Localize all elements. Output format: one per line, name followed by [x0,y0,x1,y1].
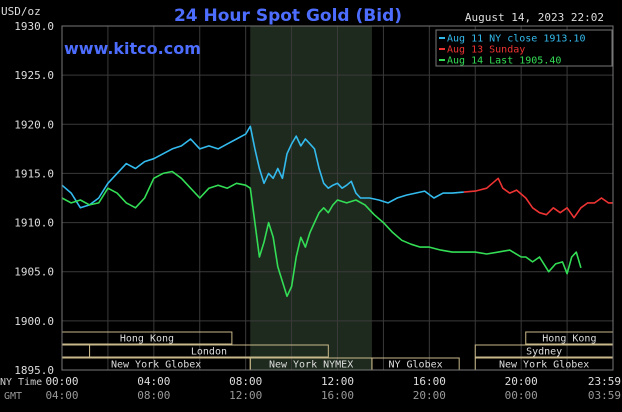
x-tick-label-ny: 12:00 [321,375,354,388]
highlight-window [250,26,372,370]
legend-box [435,29,613,67]
x-tick-label-ny: 16:00 [413,375,446,388]
x-tick-label-ny: 08:00 [229,375,262,388]
x-tick-label-gmt: 16:00 [321,389,354,402]
x-tick-label-gmt: 08:00 [137,389,170,402]
series-line [61,170,582,298]
y-tick-label: 1920.0 [14,118,54,131]
datetime-label: August 14, 2023 22:02 [465,11,604,24]
y-tick-label: 1925.0 [14,69,54,82]
legend-label: Aug 11 NY close 1913.10 [447,34,585,45]
session-label: NY Globex [388,360,442,371]
y-tick-label: 1895.0 [14,364,54,377]
watermark: www.kitco.com [64,39,201,58]
y-tick-label: 1930.0 [14,20,54,33]
x-row-label-ny: NY Time [0,377,42,388]
x-tick-label-gmt: 04:00 [45,389,78,402]
y-tick-label: 1900.0 [14,315,54,328]
plot-frame [61,25,614,371]
session-label: Sydney [526,347,562,358]
session-label: New York Globex [499,360,589,371]
session-label: New York Globex [111,360,201,371]
session-label: Hong Kong [120,334,174,345]
session-label: London [191,347,227,358]
legend-label: Aug 13 Sunday [447,45,525,56]
x-row-label-gmt: GMT [4,391,22,402]
x-tick-label-ny: 20:00 [505,375,538,388]
session-label: Hong Kong [542,334,596,345]
series-line [463,177,613,219]
x-tick-label-gmt: 12:00 [229,389,262,402]
chart-title: 24 Hour Spot Gold (Bid) [174,6,402,26]
x-tick-label-ny: 04:00 [137,375,170,388]
x-tick-label-gmt: 03:59 [588,389,621,402]
y-tick-label: 1910.0 [14,217,54,230]
series-line [61,125,464,209]
y-axis-label: USD/oz [1,5,41,18]
x-tick-label-ny: 00:00 [45,375,78,388]
session-label: New York NYMEX [269,360,353,371]
x-tick-label-gmt: 20:00 [413,389,446,402]
x-tick-label-ny: 23:59 [588,375,621,388]
y-tick-label: 1905.0 [14,266,54,279]
y-tick-label: 1915.0 [14,167,54,180]
legend-label: Aug 14 Last 1905.40 [447,56,561,67]
x-tick-label-gmt: 00:00 [505,389,538,402]
session-bar [89,344,329,358]
